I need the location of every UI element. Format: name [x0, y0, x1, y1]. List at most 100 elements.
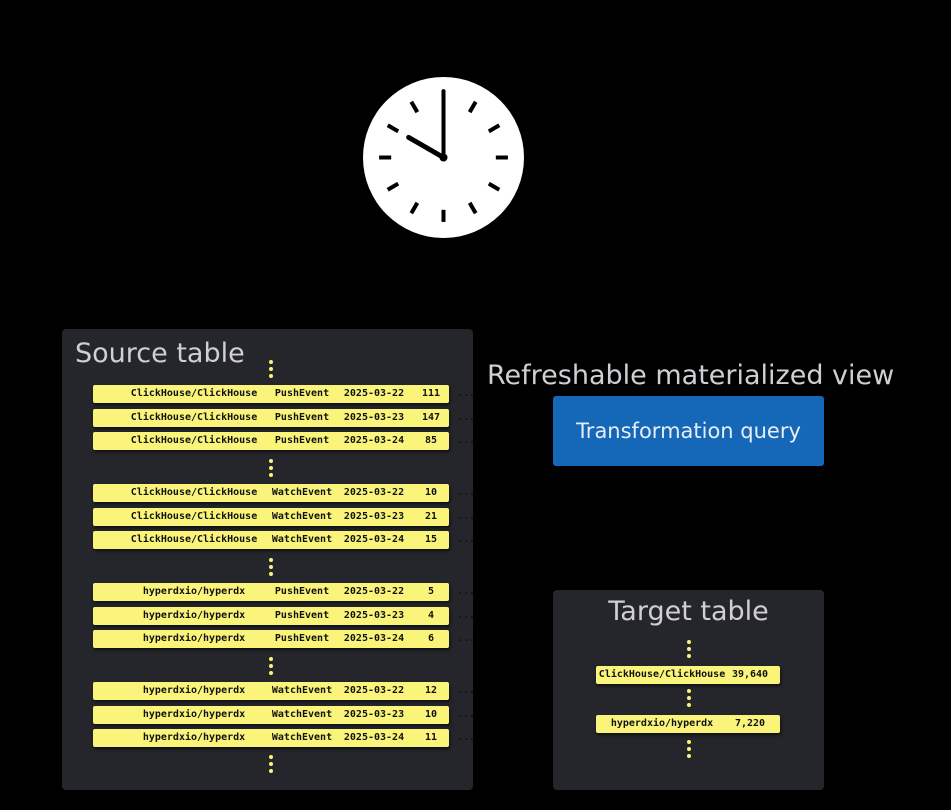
source-row: hyperdxio/hyperdx PushEvent 2025-03-22 5...	[93, 583, 475, 601]
source-cell: 2025-03-23	[343, 510, 405, 522]
source-row: ClickHouse/ClickHouse WatchEvent 2025-03-2…	[93, 484, 475, 502]
source-cell: ClickHouse/ClickHouse	[130, 435, 258, 446]
source-cell: PushEvent	[274, 435, 330, 446]
source-cell: ...	[456, 685, 476, 696]
source-cell: hyperdxio/hyperdx	[142, 708, 246, 720]
source-cell: ...	[456, 435, 476, 446]
ellipsis-dots	[687, 740, 691, 761]
source-cell: 111	[421, 388, 441, 399]
source-cell: 2025-03-23	[343, 411, 405, 423]
ellipsis-dots	[269, 755, 273, 776]
source-cell: 2025-03-24	[343, 534, 405, 545]
source-cell: PushEvent	[274, 609, 330, 621]
source-cell: ...	[456, 586, 476, 597]
ellipsis-dots	[687, 689, 691, 710]
source-cell: PushEvent	[274, 633, 330, 644]
source-cell: ...	[456, 633, 476, 644]
clock-tick	[409, 100, 420, 114]
source-cell: 2025-03-24	[343, 435, 405, 446]
ellipsis-dots	[687, 640, 691, 661]
source-row: hyperdxio/hyperdx WatchEvent 2025-03-22 12.…	[93, 682, 475, 700]
target-table-title: Target table	[608, 596, 769, 627]
source-cell: 12	[424, 685, 438, 696]
source-cell: 21	[424, 510, 438, 522]
source-cell: ClickHouse/ClickHouse	[130, 510, 258, 522]
source-row: hyperdxio/hyperdx WatchEvent 2025-03-24 11.…	[93, 729, 475, 747]
source-cell: 10	[424, 708, 438, 720]
source-cell: PushEvent	[274, 411, 330, 423]
clock-tick	[386, 123, 400, 134]
mv-title: Refreshable materialized view	[487, 360, 895, 391]
source-row: ClickHouse/ClickHouse WatchEvent 2025-03-2…	[93, 507, 475, 526]
ellipsis-dots	[269, 360, 273, 381]
clock-tick	[409, 201, 420, 215]
source-cell: 85	[424, 435, 438, 446]
source-table-panel: Source table ClickHouse/ClickHouse PushEv…	[62, 329, 476, 790]
source-cell: ClickHouse/ClickHouse	[130, 388, 258, 399]
source-cell: PushEvent	[274, 388, 330, 399]
target-row: ClickHouse/ClickHouse 39,640	[596, 666, 780, 684]
source-cell: 2025-03-22	[343, 685, 405, 696]
source-cell: 2025-03-23	[343, 609, 405, 621]
source-cell: ...	[456, 487, 476, 498]
target-table-panel: Target table ClickHouse/ClickHouse 39,640…	[553, 590, 824, 790]
source-cell: WatchEvent	[271, 732, 333, 743]
source-cell: hyperdxio/hyperdx	[142, 586, 246, 597]
source-cell: ...	[456, 534, 476, 545]
target-cell: hyperdxio/hyperdx	[610, 718, 714, 729]
source-cell: WatchEvent	[271, 510, 333, 522]
source-cell: 11	[424, 732, 438, 743]
source-cell: ...	[456, 510, 476, 522]
source-cell: 10	[424, 487, 438, 498]
source-cell: hyperdxio/hyperdx	[142, 633, 246, 644]
source-row: hyperdxio/hyperdx WatchEvent 2025-03-23 10.…	[93, 705, 475, 724]
source-cell: hyperdxio/hyperdx	[142, 609, 246, 621]
source-cell: ClickHouse/ClickHouse	[130, 534, 258, 545]
clock-center	[439, 153, 448, 162]
source-cell: 15	[424, 534, 438, 545]
source-cell: WatchEvent	[271, 708, 333, 720]
source-cell: hyperdxio/hyperdx	[142, 732, 246, 743]
target-cell: 39,640	[731, 669, 769, 680]
source-cell: ...	[456, 732, 476, 743]
source-cell: 2025-03-22	[343, 487, 405, 498]
source-cell: 4	[427, 609, 435, 621]
source-cell: ...	[456, 609, 476, 621]
source-row: ClickHouse/ClickHouse PushEvent 2025-03-23…	[93, 408, 475, 427]
source-cell: WatchEvent	[271, 685, 333, 696]
source-cell: ...	[456, 708, 476, 720]
source-table-title: Source table	[75, 338, 245, 369]
source-cell: 5	[427, 586, 435, 597]
source-cell: 2025-03-23	[343, 708, 405, 720]
clock-tick	[467, 201, 478, 215]
source-row: ClickHouse/ClickHouse PushEvent 2025-03-24…	[93, 432, 475, 450]
ellipsis-dots	[269, 459, 273, 480]
source-cell: 2025-03-24	[343, 633, 405, 644]
source-cell: 2025-03-24	[343, 732, 405, 743]
source-cell: 6	[427, 633, 435, 644]
source-cell: ...	[456, 388, 476, 399]
clock-tick	[487, 181, 501, 192]
source-cell: ClickHouse/ClickHouse	[130, 487, 258, 498]
ellipsis-dots	[269, 657, 273, 678]
source-cell: ClickHouse/ClickHouse	[130, 411, 258, 423]
ellipsis-dots	[269, 558, 273, 579]
clock-icon	[363, 77, 524, 238]
source-cell: WatchEvent	[271, 534, 333, 545]
clock-tick	[487, 123, 501, 134]
source-cell: 147	[421, 411, 441, 423]
source-row: hyperdxio/hyperdx PushEvent 2025-03-24 6...	[93, 630, 475, 648]
clock-tick	[467, 100, 478, 114]
hour-hand	[406, 134, 447, 161]
source-cell: WatchEvent	[271, 487, 333, 498]
source-cell: PushEvent	[274, 586, 330, 597]
transformation-query-box: Transformation query	[553, 396, 824, 466]
source-cell: 2025-03-22	[343, 388, 405, 399]
source-row: ClickHouse/ClickHouse PushEvent 2025-03-22…	[93, 385, 475, 403]
target-cell: ClickHouse/ClickHouse	[598, 669, 726, 680]
target-cell: 7,220	[734, 718, 766, 729]
clock-tick	[386, 181, 400, 192]
source-cell: hyperdxio/hyperdx	[142, 685, 246, 696]
target-row: hyperdxio/hyperdx 7,220	[596, 715, 780, 733]
source-row: ClickHouse/ClickHouse WatchEvent 2025-03-2…	[93, 531, 475, 549]
